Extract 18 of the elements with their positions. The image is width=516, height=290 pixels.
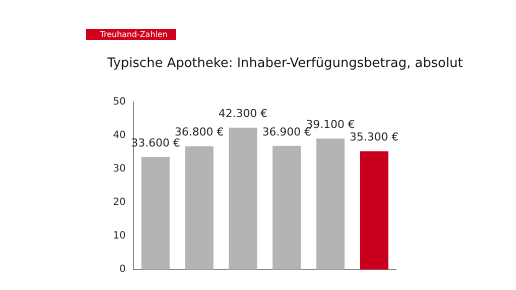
bar: [360, 151, 388, 270]
y-tick-label: 20: [112, 197, 126, 208]
bar: [228, 128, 258, 270]
data-label: 33.600 €: [131, 136, 180, 150]
y-tick-label: 30: [112, 164, 126, 175]
y-tick-label: 10: [112, 230, 126, 242]
y-tick-label: 40: [112, 130, 126, 142]
y-tick-label: 50: [112, 96, 126, 108]
bar: [185, 146, 214, 270]
bar: [316, 138, 345, 270]
chart-title: Typische Apotheke: Inhaber-Verfügungsbetrag, absolut: [106, 56, 464, 71]
data-label: 35.300 €: [350, 130, 399, 144]
text: Treuhand-Zahlen: [86, 29, 176, 40]
bar: [141, 156, 170, 270]
y-tick-label: 0: [119, 264, 126, 276]
data-label: 36.800 €: [174, 126, 224, 139]
bar: [272, 146, 301, 270]
data-label: 42.300 €: [218, 107, 268, 120]
